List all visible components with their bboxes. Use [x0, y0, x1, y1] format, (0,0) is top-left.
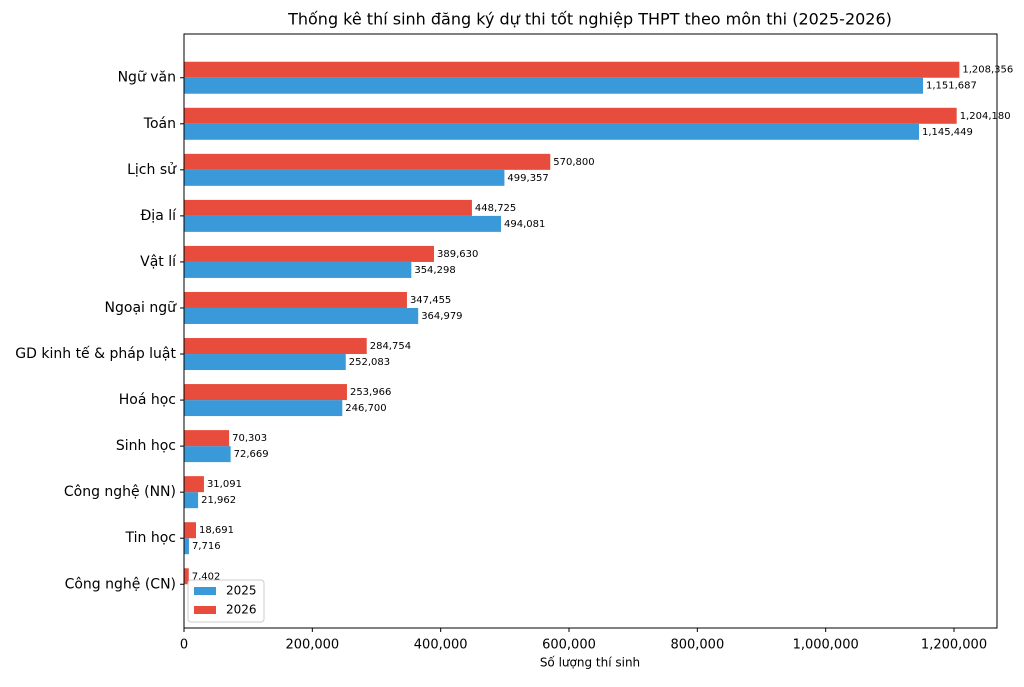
value-label: 7,716	[192, 541, 221, 552]
value-label: 1,151,687	[926, 81, 977, 92]
y-tick-label: Ngữ văn	[118, 70, 176, 86]
value-label: 499,357	[507, 173, 548, 184]
bar	[184, 384, 347, 401]
bar	[184, 153, 551, 170]
legend-label: 2025	[226, 584, 257, 598]
x-tick-label: 800,000	[670, 638, 724, 653]
y-tick-label: Lịch sử	[127, 162, 177, 178]
y-tick-label: Sinh học	[116, 438, 176, 454]
bar	[184, 107, 957, 124]
x-tick-label: 1,200,000	[921, 638, 987, 653]
bar	[184, 400, 343, 417]
bar	[184, 492, 199, 509]
y-tick-label: Công nghệ (CN)	[65, 576, 176, 592]
value-label: 1,208,356	[962, 65, 1013, 76]
bar	[184, 568, 189, 585]
value-label: 21,962	[201, 495, 236, 506]
bar	[184, 338, 367, 355]
x-tick-label: 0	[180, 638, 188, 653]
legend-label: 2026	[226, 603, 257, 617]
chart-title: Thống kê thí sinh đăng ký dự thi tốt ngh…	[287, 10, 892, 29]
y-tick-label: Ngoại ngữ	[105, 300, 178, 316]
value-label: 70,303	[232, 433, 267, 444]
y-tick-label: GD kinh tế & pháp luật	[15, 345, 176, 362]
bar	[184, 476, 204, 493]
bar	[184, 199, 472, 216]
bar	[184, 538, 189, 555]
value-label: 354,298	[414, 265, 455, 276]
y-tick-label: Toán	[143, 116, 176, 132]
value-label: 1,204,180	[960, 111, 1011, 122]
bar	[184, 446, 231, 463]
bar	[184, 61, 960, 78]
value-label: 253,966	[350, 387, 391, 398]
x-tick-label: 200,000	[285, 638, 339, 653]
legend-swatch	[194, 587, 216, 595]
value-label: 389,630	[437, 249, 478, 260]
bar	[184, 169, 505, 186]
value-label: 570,800	[553, 157, 594, 168]
value-label: 494,081	[504, 219, 545, 230]
bar	[184, 215, 502, 232]
x-tick-label: 600,000	[542, 638, 596, 653]
bar	[184, 522, 196, 539]
value-label: 364,979	[421, 311, 462, 322]
value-label: 31,091	[207, 479, 242, 490]
value-label: 284,754	[370, 341, 411, 352]
value-label: 7,402	[192, 571, 221, 582]
value-label: 448,725	[475, 203, 516, 214]
bar	[184, 245, 435, 262]
y-tick-label: Công nghệ (NN)	[64, 484, 176, 500]
y-tick-label: Địa lí	[140, 208, 177, 224]
bar	[184, 354, 346, 371]
x-tick-label: 400,000	[414, 638, 468, 653]
value-label: 18,691	[199, 525, 234, 536]
plot-frame	[183, 33, 998, 629]
y-tick-label: Hoá học	[119, 392, 176, 408]
legend-swatch	[194, 606, 216, 614]
x-tick-label: 1,000,000	[793, 638, 859, 653]
value-label: 246,700	[345, 403, 386, 414]
bar	[184, 291, 407, 308]
bar	[184, 77, 924, 94]
y-tick-label: Vật lí	[140, 254, 177, 270]
value-label: 252,083	[349, 357, 390, 368]
bar	[184, 123, 920, 140]
value-label: 347,455	[410, 295, 451, 306]
bar	[184, 261, 412, 278]
x-axis-label: Số lượng thí sinh	[540, 656, 640, 670]
bar	[184, 307, 419, 324]
value-label: 72,669	[234, 449, 269, 460]
bar	[184, 430, 230, 447]
value-label: 1,145,449	[922, 127, 973, 138]
y-tick-label: Tin học	[125, 530, 176, 546]
